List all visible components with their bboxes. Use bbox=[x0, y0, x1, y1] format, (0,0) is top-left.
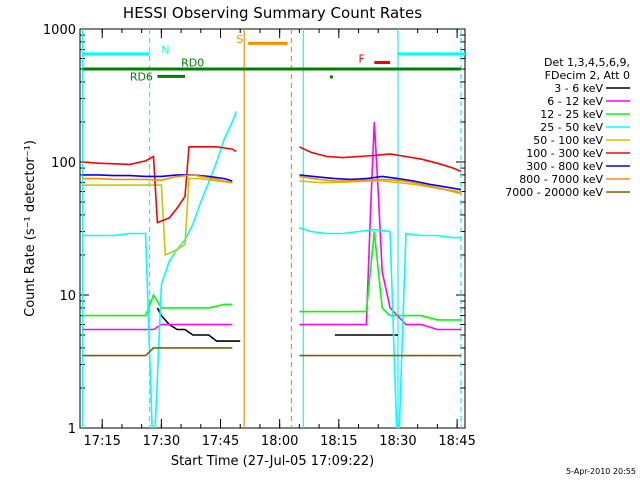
x-tick-label: 18:45 bbox=[438, 434, 475, 449]
legend-header: FDecim 2, Att 0 bbox=[545, 69, 630, 82]
annotation-label: S bbox=[236, 33, 243, 46]
rd-dot bbox=[329, 75, 333, 79]
legend-entry: 7000 - 20000 keV bbox=[505, 186, 603, 199]
x-tick-label: 17:15 bbox=[83, 434, 120, 449]
annotation-label: N bbox=[161, 44, 169, 57]
annotation-label: RD6 bbox=[130, 70, 153, 83]
x-tick-label: 18:15 bbox=[320, 434, 357, 449]
legend-entry: 25 - 50 keV bbox=[540, 121, 603, 134]
legend-entry: 50 - 100 keV bbox=[533, 134, 603, 147]
series-line bbox=[82, 146, 462, 224]
legend-entry: 12 - 25 keV bbox=[540, 108, 603, 121]
series-line bbox=[82, 174, 462, 195]
x-tick-label: 17:30 bbox=[143, 434, 180, 449]
x-tick-label: 18:00 bbox=[261, 434, 298, 449]
series-line bbox=[82, 231, 462, 321]
y-tick-label: 1000 bbox=[43, 23, 76, 38]
footer-date: 5-Apr-2010 20:55 bbox=[566, 467, 636, 476]
annotation-label: F bbox=[359, 53, 365, 66]
series-line bbox=[82, 177, 462, 257]
legend-header: Det 1,3,4,5,6,9, bbox=[544, 56, 630, 69]
series-line bbox=[156, 307, 398, 342]
x-tick-label: 17:45 bbox=[202, 434, 239, 449]
y-tick-label: 10 bbox=[59, 289, 76, 304]
y-axis-label: Count Rate (s⁻¹ detector⁻¹) bbox=[23, 140, 38, 317]
annotation-label: RD0 bbox=[181, 56, 204, 69]
legend-entry: 6 - 12 keV bbox=[547, 95, 603, 108]
y-tick-label: 100 bbox=[51, 156, 76, 171]
series-line bbox=[82, 347, 462, 357]
x-tick-label: 18:30 bbox=[379, 434, 416, 449]
series-line bbox=[82, 111, 462, 428]
x-axis-label: Start Time (27-Jul-05 17:09:22) bbox=[171, 454, 374, 469]
series-line bbox=[82, 174, 462, 191]
legend-entry: 100 - 300 keV bbox=[526, 147, 603, 160]
legend-entry: 800 - 7000 keV bbox=[519, 173, 603, 186]
chart-title: HESSI Observing Summary Count Rates bbox=[123, 4, 422, 22]
y-tick-label: 1 bbox=[68, 422, 76, 437]
legend-entry: 3 - 6 keV bbox=[554, 82, 603, 95]
plot-frame bbox=[79, 28, 466, 429]
legend-entry: 300 - 800 keV bbox=[526, 160, 603, 173]
series-line bbox=[82, 121, 462, 331]
